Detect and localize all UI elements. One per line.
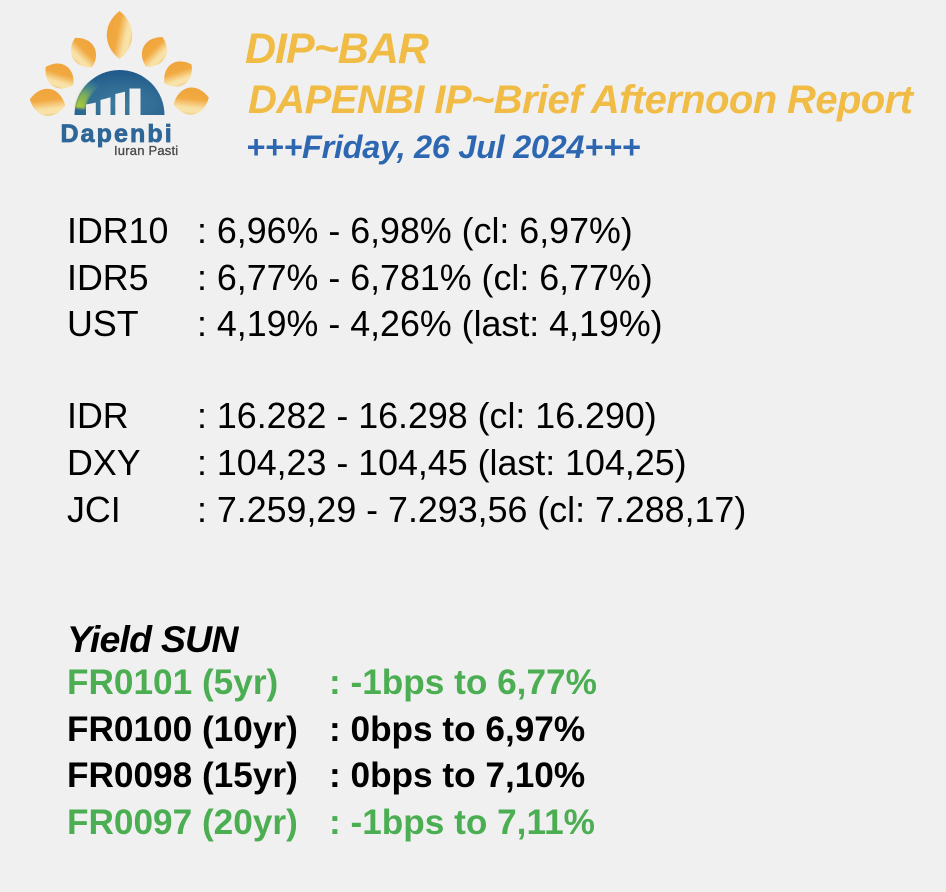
svg-text:Dapenbi: Dapenbi bbox=[61, 120, 174, 148]
svg-text:Iuran Pasti: Iuran Pasti bbox=[114, 143, 178, 158]
